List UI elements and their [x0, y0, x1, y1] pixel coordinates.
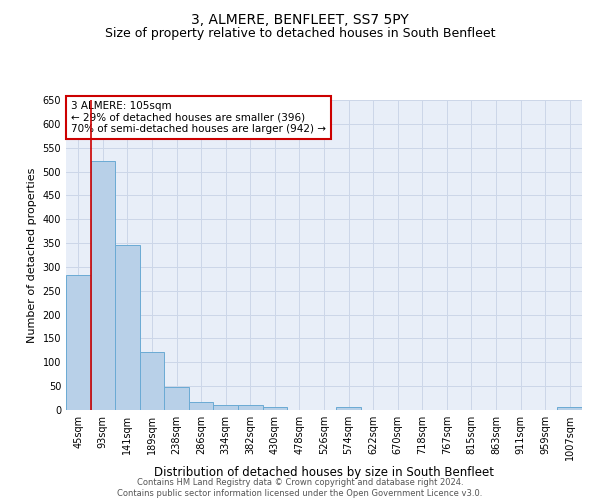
Bar — [66, 275, 91, 410]
Text: Size of property relative to detached houses in South Benfleet: Size of property relative to detached ho… — [105, 28, 495, 40]
Bar — [336, 407, 361, 410]
Bar — [164, 387, 189, 410]
Text: Contains HM Land Registry data © Crown copyright and database right 2024.
Contai: Contains HM Land Registry data © Crown c… — [118, 478, 482, 498]
Bar — [115, 246, 140, 410]
Bar — [263, 406, 287, 410]
Bar — [214, 405, 238, 410]
Y-axis label: Number of detached properties: Number of detached properties — [27, 168, 37, 342]
Bar — [189, 402, 214, 410]
Bar — [140, 352, 164, 410]
Bar — [91, 161, 115, 410]
Bar — [557, 407, 582, 410]
Text: 3, ALMERE, BENFLEET, SS7 5PY: 3, ALMERE, BENFLEET, SS7 5PY — [191, 12, 409, 26]
X-axis label: Distribution of detached houses by size in South Benfleet: Distribution of detached houses by size … — [154, 466, 494, 479]
Bar — [238, 405, 263, 410]
Text: 3 ALMERE: 105sqm
← 29% of detached houses are smaller (396)
70% of semi-detached: 3 ALMERE: 105sqm ← 29% of detached house… — [71, 101, 326, 134]
